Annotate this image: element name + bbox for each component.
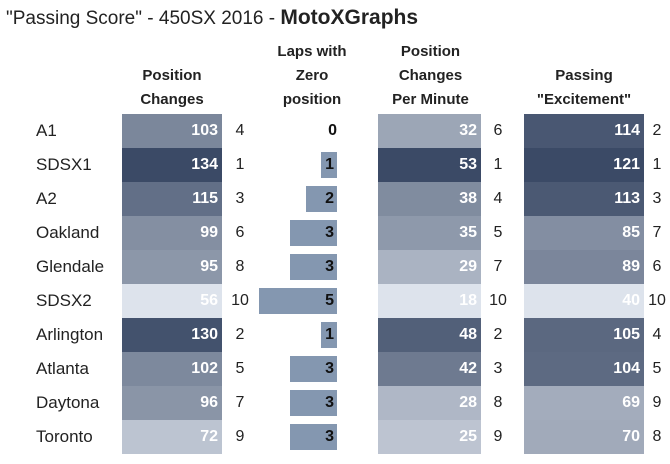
laps-zero-bar: 2	[306, 186, 337, 212]
excitement-cell: 85	[524, 216, 644, 250]
per-minute-cell: 25	[378, 420, 481, 454]
position-changes-cell: 95	[122, 250, 222, 284]
header-per-minute-line-2: Changes	[398, 67, 463, 84]
excitement-cell: 89	[524, 250, 644, 284]
per-minute-cell: 53	[378, 148, 481, 182]
row-label: A2	[36, 189, 57, 208]
excitement-rank: 8	[652, 428, 662, 445]
excitement-cell: 69	[524, 386, 644, 420]
header-excitement-line-1: Passing	[555, 67, 613, 84]
position-changes-cell: 134	[122, 148, 222, 182]
laps-zero-bar: 3	[290, 220, 337, 246]
laps-zero-bar: 3	[290, 424, 337, 450]
position-changes-cell: 103	[122, 114, 222, 148]
excitement-rank: 6	[652, 258, 662, 275]
per-minute-rank: 3	[493, 360, 503, 377]
position-changes-rank: 8	[235, 258, 245, 275]
row-label: Daytona	[36, 393, 100, 412]
laps-zero-bar: 3	[290, 254, 337, 280]
position-changes-rank: 6	[235, 224, 245, 241]
excitement-cell: 40	[524, 284, 644, 318]
row-label: SDSX1	[36, 155, 92, 174]
header-position-changes: Position Changes	[122, 64, 222, 112]
per-minute-cell: 32	[378, 114, 481, 148]
header-excitement-line-2: "Excitement"	[536, 91, 632, 108]
header-per-minute: Position Changes Per Minute	[378, 40, 483, 112]
row-label: Atlanta	[36, 359, 89, 378]
row-label: Oakland	[36, 223, 100, 242]
per-minute-rank: 10	[489, 292, 507, 309]
position-changes-cell: 115	[122, 182, 222, 216]
per-minute-rank: 1	[493, 156, 503, 173]
per-minute-cell: 29	[378, 250, 481, 284]
per-minute-cell: 28	[378, 386, 481, 420]
laps-zero-value: 0	[328, 122, 337, 139]
excitement-rank: 7	[652, 224, 662, 241]
position-changes-rank: 10	[231, 292, 249, 309]
position-changes-rank: 7	[235, 394, 245, 411]
excitement-cell: 114	[524, 114, 644, 148]
position-changes-rank: 3	[235, 190, 245, 207]
header-laps-zero-line-1: Laps with	[277, 43, 347, 60]
excitement-rank: 1	[652, 156, 662, 173]
row-label: Arlington	[36, 325, 104, 344]
per-minute-rank: 6	[493, 122, 503, 139]
position-changes-rank: 1	[235, 156, 245, 173]
excitement-rank: 9	[652, 394, 662, 411]
per-minute-cell: 35	[378, 216, 481, 250]
laps-zero-bar: 3	[290, 356, 337, 382]
per-minute-rank: 5	[493, 224, 503, 241]
row-label: Toronto	[36, 427, 93, 446]
excitement-rank: 5	[652, 360, 662, 377]
position-changes-cell: 56	[122, 284, 222, 318]
position-changes-cell: 72	[122, 420, 222, 454]
per-minute-rank: 4	[493, 190, 503, 207]
per-minute-cell: 42	[378, 352, 481, 386]
header-per-minute-line-1: Position	[400, 43, 461, 60]
header-laps-zero-line-2: Zero	[295, 67, 329, 84]
excitement-rank: 3	[652, 190, 662, 207]
excitement-rank: 10	[648, 292, 666, 309]
header-excitement: Passing "Excitement"	[524, 64, 644, 112]
per-minute-rank: 2	[493, 326, 503, 343]
excitement-cell: 104	[524, 352, 644, 386]
header-laps-zero-line-3: position	[282, 91, 342, 108]
chart-title-brand: MotoXGraphs	[280, 6, 419, 29]
row-label: SDSX2	[36, 291, 92, 310]
excitement-cell: 113	[524, 182, 644, 216]
header-per-minute-line-3: Per Minute	[392, 91, 469, 108]
per-minute-cell: 48	[378, 318, 481, 352]
position-changes-rank: 9	[235, 428, 245, 445]
per-minute-rank: 7	[493, 258, 503, 275]
chart-title-main: "Passing Score" - 450SX 2016 -	[6, 8, 281, 29]
position-changes-rank: 5	[235, 360, 245, 377]
excitement-rank: 2	[652, 122, 662, 139]
excitement-cell: 105	[524, 318, 644, 352]
excitement-rank: 4	[652, 326, 662, 343]
header-position-changes-line-2: Changes	[140, 91, 204, 108]
laps-zero-bar: 1	[321, 322, 337, 348]
position-changes-cell: 99	[122, 216, 222, 250]
per-minute-rank: 8	[493, 394, 503, 411]
per-minute-rank: 9	[493, 428, 503, 445]
laps-zero-bar: 3	[290, 390, 337, 416]
position-changes-cell: 102	[122, 352, 222, 386]
position-changes-rank: 4	[235, 122, 245, 139]
per-minute-cell: 18	[378, 284, 481, 318]
row-label: Glendale	[36, 257, 105, 276]
laps-zero-bar: 5	[259, 288, 337, 314]
laps-zero-bar: 1	[321, 152, 337, 178]
row-label: A1	[36, 121, 57, 140]
position-changes-cell: 130	[122, 318, 222, 352]
header-laps-zero: Laps with Zero position	[262, 40, 362, 112]
excitement-cell: 70	[524, 420, 644, 454]
per-minute-cell: 38	[378, 182, 481, 216]
chart-title: "Passing Score" - 450SX 2016 - MotoXGrap…	[6, 6, 418, 30]
position-changes-rank: 2	[235, 326, 245, 343]
position-changes-cell: 96	[122, 386, 222, 420]
header-position-changes-line-1: Position	[142, 67, 202, 84]
excitement-cell: 121	[524, 148, 644, 182]
